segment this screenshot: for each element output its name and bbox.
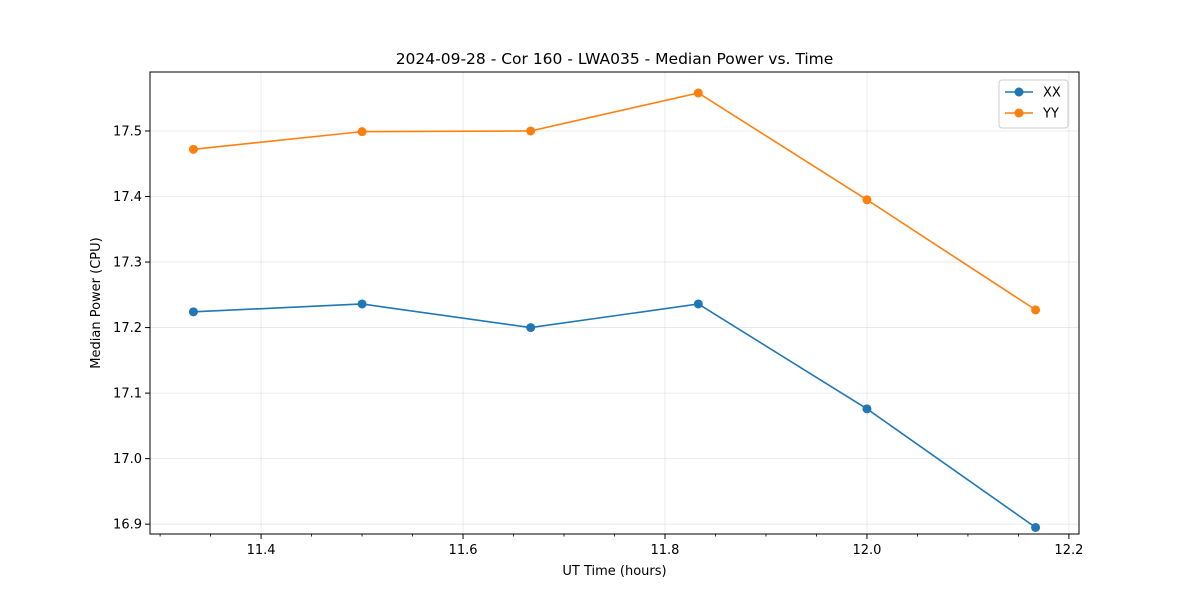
legend-marker-xx	[1014, 87, 1024, 97]
legend-label-xx: XX	[1043, 86, 1061, 101]
y-tick-label: 17.4	[113, 190, 142, 205]
y-tick-label: 17.0	[113, 452, 142, 467]
y-tick-label: 17.1	[113, 387, 142, 402]
data-point-xx	[862, 404, 872, 414]
x-tick-label: 11.8	[651, 543, 680, 558]
x-axis-label: UT Time (hours)	[562, 564, 666, 579]
data-point-yy	[1031, 305, 1041, 315]
legend-marker-yy	[1014, 108, 1024, 118]
axes: 11.4 11.6 11.8 12.0 12.2 16.9 17.0 17.1 17.2 17.3…	[113, 124, 1083, 558]
x-tick-label: 12.2	[1054, 543, 1083, 558]
grid	[150, 72, 1079, 534]
y-tick-label: 17.2	[113, 321, 142, 336]
data-point-xx	[1031, 522, 1041, 532]
data-point-yy	[357, 127, 367, 137]
data-point-yy	[862, 195, 872, 205]
data-point-xx	[693, 299, 703, 309]
y-tick-label: 16.9	[113, 518, 142, 533]
chart-title: 2024-09-28 - Cor 160 - LWA035 - Median P…	[396, 50, 834, 68]
data-point-xx	[357, 299, 367, 309]
series-layer	[188, 88, 1041, 532]
legend-label-yy: YY	[1042, 107, 1059, 122]
data-point-yy	[526, 126, 536, 136]
x-tick-label: 12.0	[852, 543, 881, 558]
x-tick-label: 11.4	[247, 543, 276, 558]
y-axis-label: Median Power (CPU)	[89, 237, 104, 368]
data-point-yy	[188, 144, 198, 154]
y-tick-label: 17.3	[113, 256, 142, 271]
plot-frame	[149, 71, 1080, 535]
x-tick-label: 11.6	[449, 543, 478, 558]
data-point-yy	[693, 88, 703, 98]
y-tick-label: 17.5	[113, 124, 142, 139]
data-point-xx	[188, 307, 198, 317]
series-line-xx	[193, 303, 1037, 529]
data-point-xx	[526, 323, 536, 333]
series-line-yy	[193, 92, 1037, 311]
legend: XX YY	[998, 79, 1069, 129]
